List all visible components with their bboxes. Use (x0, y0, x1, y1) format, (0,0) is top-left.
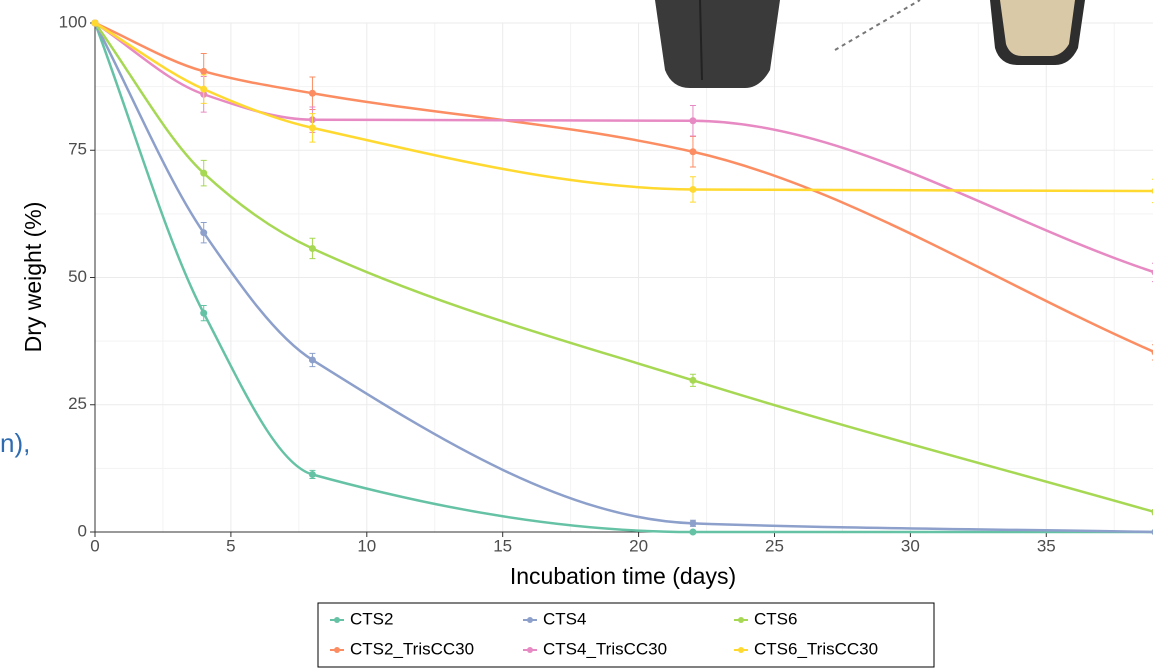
x-tick-label: 15 (493, 536, 512, 555)
legend-swatch-dot (738, 617, 744, 623)
data-point (200, 229, 208, 237)
data-point (689, 528, 697, 536)
zoom-line (834, 0, 921, 51)
series-line (93, 22, 1153, 534)
data-point (308, 244, 316, 252)
legend-label: CTS2 (350, 609, 393, 628)
y-tick-label: 0 (78, 521, 87, 540)
y-axis-title: Dry weight (%) (20, 202, 46, 353)
series-line (94, 21, 1153, 274)
pot-substrate (1000, 0, 1075, 56)
y-tick-label: 50 (68, 267, 87, 286)
data-point (91, 19, 99, 27)
data-point (200, 67, 208, 75)
data-point (308, 470, 316, 478)
x-tick-label: 10 (357, 536, 376, 555)
legend-swatch-dot (527, 647, 533, 653)
legend-label: CTS2_TrisCC30 (350, 639, 474, 658)
series-line (93, 22, 1153, 534)
legend-label: CTS6_TrisCC30 (754, 639, 878, 658)
legend-label: CTS4 (543, 609, 586, 628)
legend-label: CTS6 (754, 609, 797, 628)
data-point (200, 85, 208, 93)
pot-seam (699, 0, 703, 81)
x-tick-label: 20 (629, 536, 648, 555)
data-point (689, 519, 697, 527)
data-point (200, 309, 208, 317)
legend-swatch-dot (334, 617, 340, 623)
plot-area: 0 25 50 75 100 0 5 10 15 20 25 30 35 (59, 12, 1153, 555)
data-point (308, 89, 316, 97)
x-tick-label: 5 (226, 536, 235, 555)
data-point (308, 124, 316, 132)
y-tick-label: 100 (59, 12, 87, 31)
data-point (689, 148, 697, 156)
data-point (689, 185, 697, 193)
x-tick-label: 30 (901, 536, 920, 555)
y-tick-label: 25 (68, 394, 87, 413)
series-line (94, 21, 1153, 193)
cut-text: n), (0, 428, 30, 458)
series-line (93, 22, 1153, 513)
y-tick-label: 75 (68, 140, 87, 159)
x-tick-label: 25 (765, 536, 784, 555)
legend-box (317, 602, 935, 668)
dark-pot (655, 0, 780, 88)
legend-swatch-dot (738, 647, 744, 653)
data-point (689, 117, 697, 125)
data-point (200, 169, 208, 177)
pot-illustration (655, 0, 1085, 88)
x-tick-label: 35 (1037, 536, 1056, 555)
x-axis-title: Incubation time (days) (510, 563, 736, 589)
legend-swatch-dot (527, 617, 533, 623)
data-point (689, 376, 697, 384)
x-tick-label: 0 (90, 536, 99, 555)
legend-swatch-dot (334, 647, 340, 653)
legend-label: CTS4_TrisCC30 (543, 639, 667, 658)
data-point (308, 356, 316, 364)
